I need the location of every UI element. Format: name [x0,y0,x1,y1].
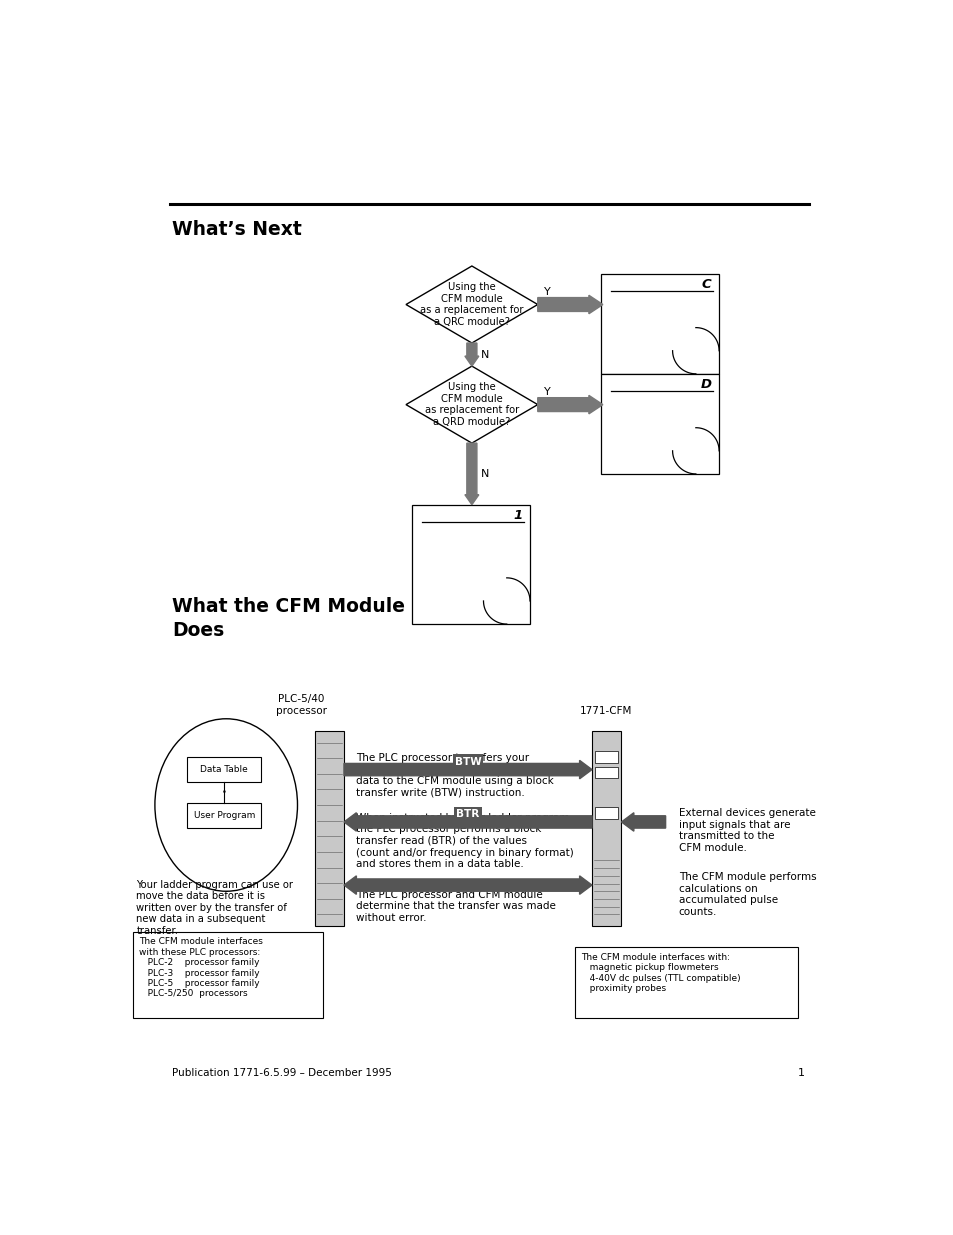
Polygon shape [464,443,478,505]
Text: The PLC processor transfers your
configuration data and output channel
data to t: The PLC processor transfers your configu… [355,752,557,798]
FancyBboxPatch shape [133,932,323,1019]
Text: C: C [700,278,711,291]
Text: D: D [700,378,711,391]
Text: 1: 1 [798,1067,804,1078]
FancyBboxPatch shape [187,804,261,829]
Text: •: • [222,788,227,797]
Polygon shape [537,295,602,314]
Polygon shape [620,813,665,831]
FancyBboxPatch shape [595,808,618,819]
Text: External devices generate
input signals that are
transmitted to the
CFM module.: External devices generate input signals … [679,808,815,853]
FancyBboxPatch shape [575,947,798,1019]
Text: When instructed by your ladder program,
the PLC processor performs a block
trans: When instructed by your ladder program, … [355,813,573,869]
Polygon shape [406,266,537,343]
Text: N: N [480,469,489,479]
Ellipse shape [154,719,297,892]
Text: Using the
CFM module
as a replacement for
a QRC module?: Using the CFM module as a replacement fo… [419,282,523,327]
Text: Y: Y [543,287,550,296]
Text: Data Table: Data Table [200,766,248,774]
Polygon shape [464,343,478,366]
Polygon shape [406,366,537,443]
Text: BTR: BTR [456,809,479,819]
Text: 1771-CFM: 1771-CFM [579,705,632,716]
FancyBboxPatch shape [314,731,344,926]
Text: What the CFM Module
Does: What the CFM Module Does [172,597,404,640]
Text: Y: Y [543,387,550,396]
Text: Using the
CFM module
as replacement for
a QRD module?: Using the CFM module as replacement for … [424,382,518,427]
Polygon shape [344,876,592,894]
Polygon shape [600,274,719,374]
Polygon shape [600,374,719,474]
Polygon shape [344,761,592,779]
Polygon shape [344,813,592,831]
Text: The PLC processor and CFM module
determine that the transfer was made
without er: The PLC processor and CFM module determi… [355,889,555,923]
Text: PLC-5/40
processor: PLC-5/40 processor [275,694,327,716]
FancyBboxPatch shape [595,767,618,778]
Polygon shape [412,505,530,624]
Text: Publication 1771-6.5.99 – December 1995: Publication 1771-6.5.99 – December 1995 [172,1067,392,1078]
Text: BTW: BTW [455,757,481,767]
FancyBboxPatch shape [592,731,620,926]
FancyBboxPatch shape [595,751,618,763]
Polygon shape [537,395,602,414]
Text: Your ladder program can use or
move the data before it is
written over by the tr: Your ladder program can use or move the … [136,879,293,936]
Text: What’s Next: What’s Next [172,220,301,238]
Text: 1: 1 [513,509,521,522]
Text: N: N [480,350,489,359]
Text: The CFM module interfaces with:
   magnetic pickup flowmeters
   4-40V dc pulses: The CFM module interfaces with: magnetic… [580,953,740,993]
Text: User Program: User Program [193,811,254,820]
Text: The CFM module performs
calculations on
accumulated pulse
counts.: The CFM module performs calculations on … [679,872,816,916]
FancyBboxPatch shape [187,757,261,782]
Text: The CFM module interfaces
with these PLC processors:
   PLC-2    processor famil: The CFM module interfaces with these PLC… [139,937,263,998]
